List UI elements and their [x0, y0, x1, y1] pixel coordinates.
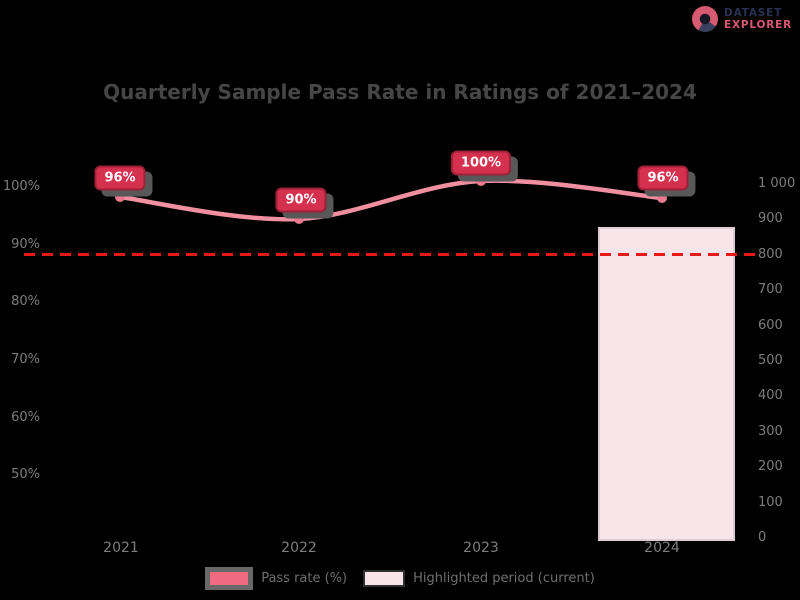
- y-axis-right-tick: 300: [758, 424, 783, 439]
- target-dashed-line: [24, 253, 756, 256]
- data-label: 96%: [637, 165, 689, 191]
- chart-title: Quarterly Sample Pass Rate in Ratings of…: [103, 80, 697, 104]
- y-axis-left-tick: 70%: [11, 352, 40, 367]
- legend-swatch-line-series: [205, 567, 254, 590]
- data-label: 90%: [275, 187, 327, 213]
- y-axis-right-tick: 200: [758, 459, 783, 474]
- logo-text-secondary: EXPLORER: [724, 19, 792, 31]
- logo-text-primary: DATASET: [724, 7, 783, 19]
- x-axis-label: 2022: [281, 540, 317, 556]
- data-point-marker: [657, 193, 667, 203]
- y-axis-right-tick: 0: [758, 530, 767, 545]
- x-axis-label: 2023: [463, 540, 499, 556]
- y-axis-right-tick: 700: [758, 282, 783, 297]
- legend-label: Highlighted period (current): [413, 571, 595, 586]
- y-axis-right-tick: 900: [758, 211, 783, 226]
- logo-text: DATASET EXPLORER: [724, 7, 792, 31]
- y-axis-right-tick: 800: [758, 247, 783, 262]
- x-axis-label: 2021: [103, 540, 139, 556]
- legend-swatch-highlight-series: [363, 570, 406, 587]
- legend-label: Pass rate (%): [261, 571, 348, 586]
- x-axis-label: 2024: [644, 540, 680, 556]
- data-point-marker: [294, 214, 304, 224]
- data-point-marker: [115, 192, 125, 202]
- y-axis-left-tick: 80%: [11, 294, 40, 309]
- y-axis-left-tick: 90%: [11, 237, 40, 252]
- data-label: 100%: [450, 150, 512, 176]
- y-axis-right-tick: 400: [758, 388, 783, 403]
- trend-line: [117, 178, 665, 222]
- legend: Pass rate (%) Highlighted period (curren…: [0, 567, 800, 590]
- y-axis-right-tick: 100: [758, 495, 783, 510]
- y-axis-left-tick: 60%: [11, 410, 40, 425]
- legend-item-highlight-series: Highlighted period (current): [363, 570, 595, 587]
- logo: DATASET EXPLORER: [692, 6, 792, 32]
- logo-pie-icon: [692, 6, 719, 32]
- data-label: 96%: [94, 165, 146, 191]
- highlight-period-bar: [598, 227, 735, 541]
- y-axis-right-tick: 600: [758, 318, 783, 333]
- legend-item-line-series: Pass rate (%): [205, 567, 347, 590]
- y-axis-right-tick: 500: [758, 353, 783, 368]
- y-axis-left-tick: 100%: [2, 179, 40, 194]
- y-axis-right-tick: 1 000: [758, 176, 796, 191]
- data-point-marker: [476, 176, 486, 186]
- y-axis-left-tick: 50%: [11, 467, 40, 482]
